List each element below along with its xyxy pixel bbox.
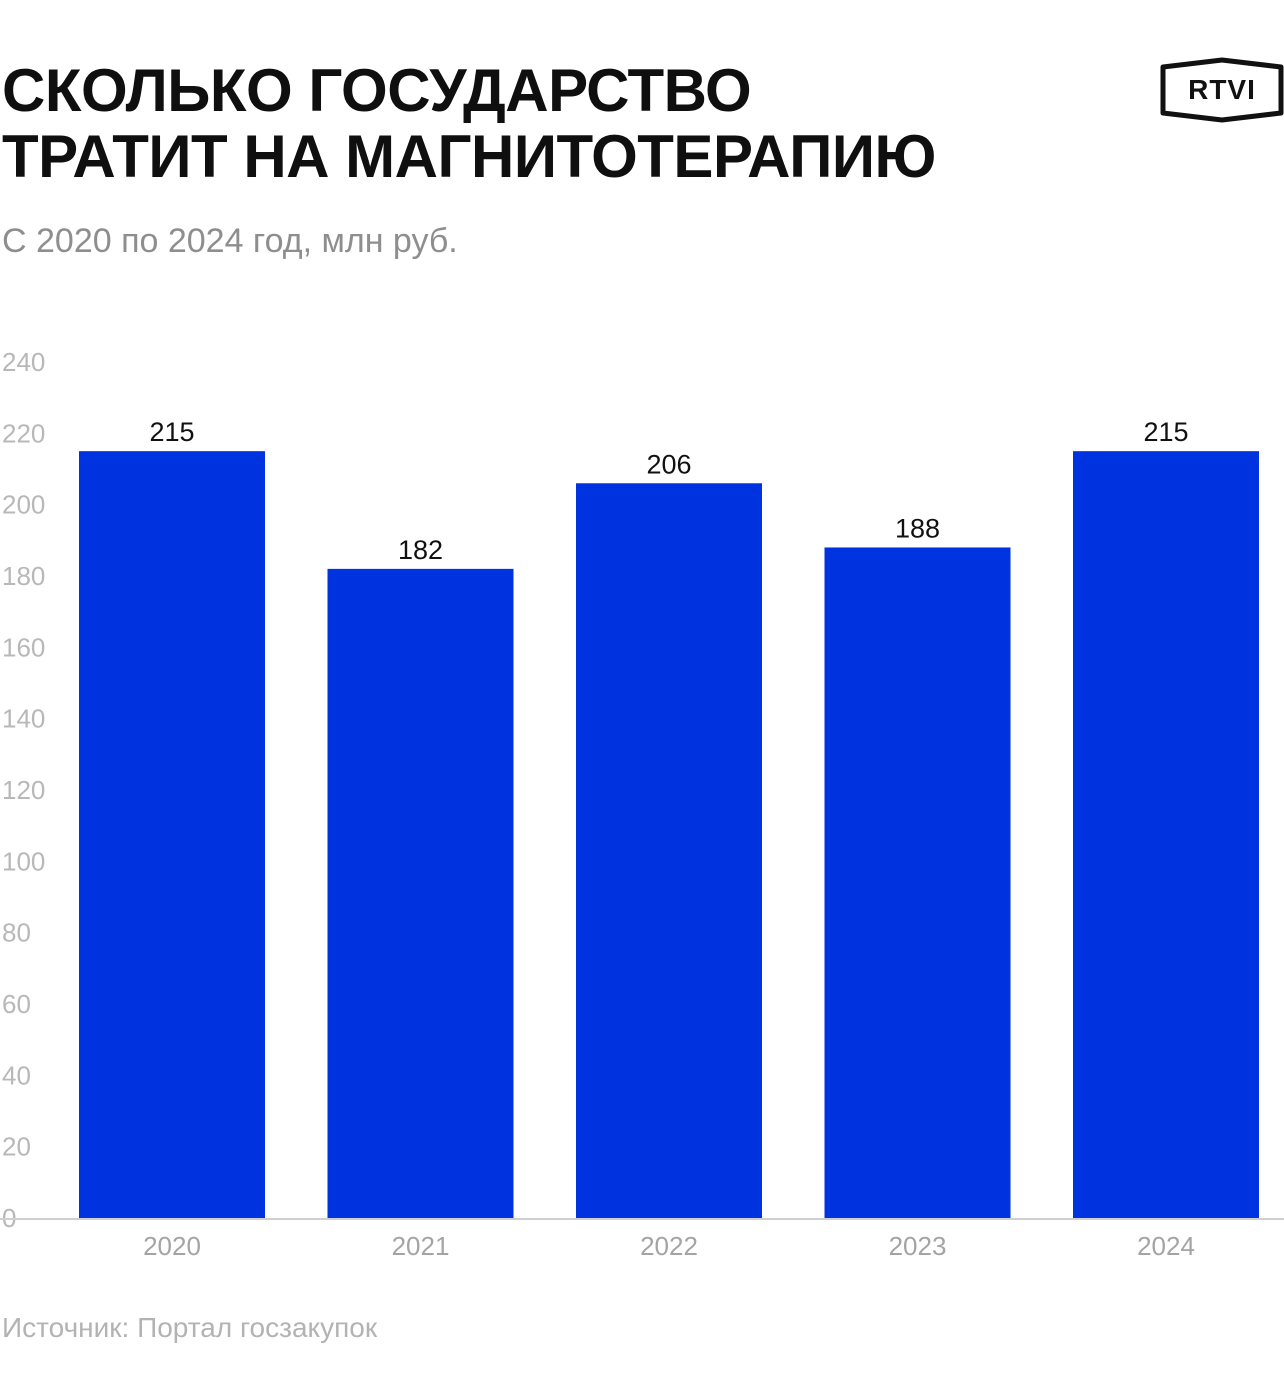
x-category-label: 2022 — [640, 1231, 698, 1261]
rtvi-logo-text: RTVI — [1188, 74, 1256, 105]
bar — [79, 451, 265, 1219]
y-tick-label: 80 — [2, 918, 31, 948]
x-category-label: 2024 — [1137, 1231, 1195, 1261]
bar — [1073, 451, 1259, 1219]
y-tick-label: 120 — [2, 775, 45, 805]
y-tick-label: 200 — [2, 490, 45, 520]
chart-title: СКОЛЬКО ГОСУДАРСТВО ТРАТИТ НА МАГНИТОТЕР… — [2, 58, 1082, 190]
x-category-label: 2023 — [889, 1231, 947, 1261]
y-tick-label: 180 — [2, 561, 45, 591]
rtvi-logo-frame — [1160, 57, 1284, 123]
bar-value-label: 206 — [646, 449, 691, 479]
bar — [576, 483, 762, 1218]
chart-title-line-1: СКОЛЬКО ГОСУДАРСТВО — [2, 57, 752, 124]
bar-value-label: 188 — [895, 513, 940, 543]
y-tick-label: 220 — [2, 418, 45, 448]
bar-value-label: 215 — [149, 417, 194, 447]
y-tick-label: 140 — [2, 704, 45, 734]
bar-chart: 0204060801001201401601802002202402152020… — [0, 347, 1284, 1261]
y-tick-label: 20 — [2, 1132, 31, 1162]
y-tick-label: 240 — [2, 347, 45, 377]
y-tick-label: 100 — [2, 846, 45, 876]
x-category-label: 2020 — [143, 1231, 201, 1261]
bar-value-label: 182 — [398, 535, 443, 565]
chart-title-line-2: ТРАТИТ НА МАГНИТОТЕРАПИЮ — [2, 123, 936, 190]
bar — [824, 547, 1011, 1218]
y-tick-label: 40 — [2, 1060, 31, 1090]
bar-value-label: 215 — [1143, 417, 1188, 447]
chart-subtitle: С 2020 по 2024 год, млн руб. — [2, 222, 458, 260]
x-category-label: 2021 — [392, 1231, 450, 1261]
rtvi-logo — [1160, 57, 1284, 123]
y-tick-label: 60 — [2, 989, 31, 1019]
bar — [327, 568, 514, 1218]
y-tick-label: 160 — [2, 632, 45, 662]
source-note: Источник: Портал госзакупок — [2, 1312, 378, 1343]
